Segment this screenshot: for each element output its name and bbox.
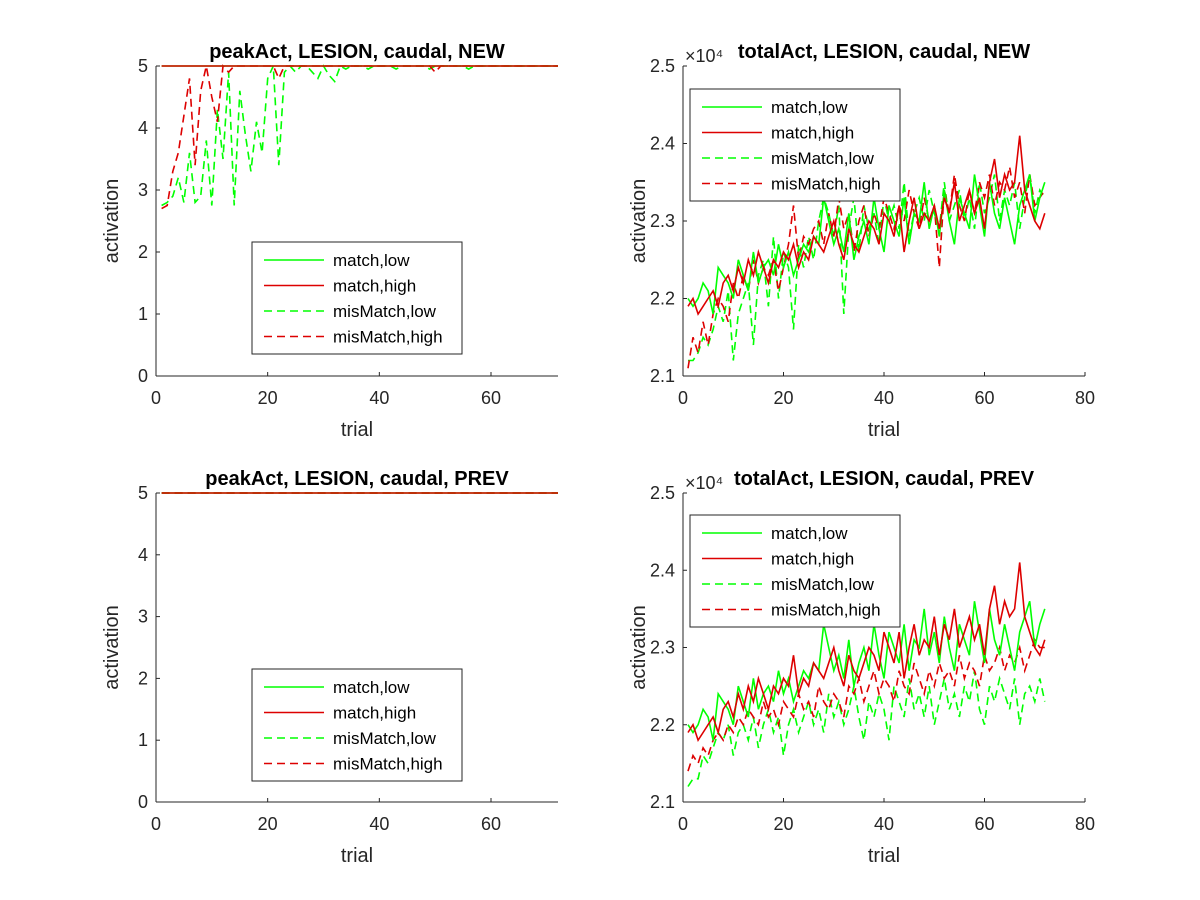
- legend-entry-label: misMatch,low: [771, 149, 875, 168]
- chart-title: peakAct, LESION, caudal, NEW: [209, 41, 505, 63]
- y-tick-label: 2.3: [650, 211, 675, 231]
- y-tick-label: 5: [138, 56, 148, 76]
- chart-title: totalAct, LESION, caudal, NEW: [738, 41, 1030, 63]
- legend-entry-label: misMatch,high: [771, 601, 881, 620]
- x-tick-label: 20: [773, 814, 793, 834]
- y-tick-label: 2.5: [650, 56, 675, 76]
- x-tick-label: 60: [974, 814, 994, 834]
- x-tick-label: 80: [1075, 814, 1095, 834]
- legend-entry-label: match,high: [333, 277, 416, 296]
- x-tick-label: 0: [678, 388, 688, 408]
- y-tick-label: 3: [138, 180, 148, 200]
- y-tick-label: 2.4: [650, 134, 675, 154]
- chart-title: totalAct, LESION, caudal, PREV: [734, 468, 1035, 490]
- y-tick-label: 5: [138, 483, 148, 503]
- legend-entry-label: match,low: [333, 678, 410, 697]
- x-tick-label: 80: [1075, 388, 1095, 408]
- chart-panel-4: 0 20 40 60 80 2.1 2.2 2.3 2.4 2.5 ×10⁴ totalAct, LE…: [628, 468, 1095, 867]
- legend-entry-label: match,high: [333, 704, 416, 723]
- legend-box: [251, 241, 463, 355]
- y-axis-label: activation: [628, 605, 650, 690]
- legend: match,low match,high misMatch,low misMatch,…: [689, 88, 901, 202]
- y-tick-label: 2.3: [650, 638, 675, 658]
- y-tick-label: 2.1: [650, 366, 675, 386]
- y-tick-label: 2.1: [650, 792, 675, 812]
- y-tick-label: 2.2: [650, 715, 675, 735]
- legend-entry-label: match,low: [333, 251, 410, 270]
- legend-entry-label: match,high: [771, 124, 854, 143]
- chart-panel-1: 0 20 40 60 0 1 2 3 4 5 peakAct, LESION, caudal, NE…: [101, 41, 558, 441]
- legend-entry-label: misMatch,high: [333, 755, 443, 774]
- y-tick-label: 4: [138, 118, 148, 138]
- x-tick-label: 60: [481, 814, 501, 834]
- x-axis-label: trial: [341, 845, 373, 867]
- x-tick-label: 60: [481, 388, 501, 408]
- y-tick-label: 0: [138, 366, 148, 386]
- y-tick-label: 4: [138, 545, 148, 565]
- x-tick-label: 40: [369, 388, 389, 408]
- series-line-match-high: [687, 135, 1046, 316]
- y-tick-label: 2.4: [650, 560, 675, 580]
- x-tick-label: 20: [258, 388, 278, 408]
- legend-entry-label: match,low: [771, 98, 848, 117]
- legend-entry-label: match,high: [771, 550, 854, 569]
- legend-entry-label: misMatch,low: [333, 302, 437, 321]
- chart-panel-2: 0 20 40 60 80 2.1 2.2 2.3 2.4 2.5 ×10⁴ totalAct, LE…: [628, 41, 1095, 441]
- x-tick-label: 60: [974, 388, 994, 408]
- legend-entry-label: misMatch,low: [333, 729, 437, 748]
- legend: match,low match,high misMatch,low misMatch,…: [251, 241, 463, 355]
- x-axis-label: trial: [868, 845, 900, 867]
- series-line-match-high: [687, 562, 1046, 743]
- legend: match,low match,high misMatch,low misMatch,…: [251, 668, 463, 782]
- series-line-mismatch-low: [161, 64, 558, 207]
- y-tick-label: 2: [138, 242, 148, 262]
- x-axis-label: trial: [868, 419, 900, 441]
- y-axis-label: activation: [101, 179, 123, 264]
- x-axis-label: trial: [341, 419, 373, 441]
- x-tick-label: 0: [151, 388, 161, 408]
- y-exponent-label: ×10⁴: [685, 46, 723, 66]
- legend-entry-label: match,low: [771, 524, 848, 543]
- y-tick-label: 2.5: [650, 483, 675, 503]
- y-tick-label: 1: [138, 304, 148, 324]
- legend-entry-label: misMatch,high: [333, 328, 443, 347]
- y-axis-label: activation: [101, 605, 123, 690]
- y-tick-label: 3: [138, 607, 148, 627]
- series-line-mismatch-high: [161, 64, 558, 210]
- legend: match,low match,high misMatch,low misMatch,…: [689, 514, 901, 628]
- legend-entry-label: misMatch,high: [771, 175, 881, 194]
- y-exponent-label: ×10⁴: [685, 473, 723, 493]
- x-tick-label: 20: [773, 388, 793, 408]
- x-tick-label: 40: [369, 814, 389, 834]
- x-tick-label: 0: [151, 814, 161, 834]
- x-tick-label: 40: [874, 814, 894, 834]
- chart-title: peakAct, LESION, caudal, PREV: [205, 468, 509, 490]
- series-line-mismatch-high: [687, 166, 1046, 369]
- legend-entry-label: misMatch,low: [771, 575, 875, 594]
- y-tick-label: 2.2: [650, 289, 675, 309]
- chart-panel-3: 0 20 40 60 0 1 2 3 4 5 peakAct, LESION, caudal, PR…: [101, 468, 558, 867]
- x-tick-label: 0: [678, 814, 688, 834]
- x-tick-label: 40: [874, 388, 894, 408]
- y-axis-label: activation: [628, 179, 650, 264]
- series-line-mismatch-low: [687, 670, 1046, 787]
- x-tick-label: 20: [258, 814, 278, 834]
- y-tick-label: 0: [138, 792, 148, 812]
- y-tick-label: 2: [138, 668, 148, 688]
- y-tick-label: 1: [138, 730, 148, 750]
